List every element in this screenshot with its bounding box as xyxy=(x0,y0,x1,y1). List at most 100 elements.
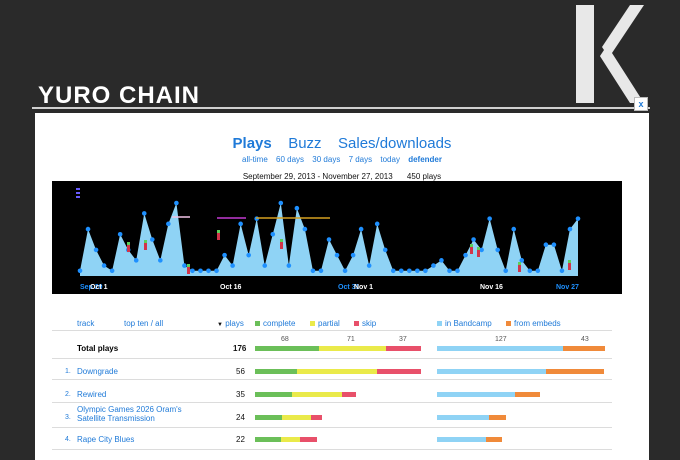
data-point[interactable] xyxy=(342,268,348,274)
row-4-complete-bar xyxy=(255,437,281,442)
header-top-ten-link[interactable]: top ten xyxy=(124,319,149,328)
total-bandcamp-bar xyxy=(437,346,563,351)
data-point[interactable] xyxy=(302,226,308,232)
data-point[interactable] xyxy=(535,268,541,274)
data-point[interactable] xyxy=(149,237,155,242)
data-point[interactable] xyxy=(423,268,428,274)
data-point[interactable] xyxy=(214,268,219,274)
header-complete[interactable]: complete xyxy=(255,319,295,328)
header-embeds[interactable]: from embeds xyxy=(506,319,561,328)
data-point[interactable] xyxy=(471,237,476,242)
header-all-link[interactable]: all xyxy=(155,319,164,328)
data-point[interactable] xyxy=(318,268,324,274)
data-point[interactable] xyxy=(463,252,468,258)
data-point[interactable] xyxy=(455,268,460,274)
data-point[interactable] xyxy=(278,200,284,206)
event-figure-icon xyxy=(518,265,521,272)
row-4-track-link[interactable]: Rape City Blues xyxy=(77,435,135,444)
data-point[interactable] xyxy=(543,242,549,248)
row-4-bandcamp-bar xyxy=(437,437,486,442)
data-point[interactable] xyxy=(358,226,364,232)
row-3-track-link-line-1[interactable]: Olympic Games 2026 Oram's xyxy=(77,405,182,414)
embeds-swatch xyxy=(506,321,511,327)
data-point[interactable] xyxy=(551,242,557,248)
data-point[interactable] xyxy=(101,263,107,268)
header-plays[interactable]: ▼ plays xyxy=(217,319,244,328)
header-skip[interactable]: skip xyxy=(354,319,376,328)
data-point[interactable] xyxy=(294,205,300,211)
data-point[interactable] xyxy=(133,258,139,263)
data-point[interactable] xyxy=(439,258,444,263)
data-point[interactable] xyxy=(511,226,517,232)
data-point[interactable] xyxy=(117,231,123,237)
data-point[interactable] xyxy=(575,216,581,221)
close-button[interactable]: x xyxy=(634,97,648,111)
total-bandcamp-count: 127 xyxy=(495,336,507,343)
data-point[interactable] xyxy=(390,268,396,274)
data-point[interactable] xyxy=(487,216,492,221)
data-point[interactable] xyxy=(286,263,292,268)
data-point[interactable] xyxy=(374,221,380,227)
complete-swatch xyxy=(255,321,260,327)
data-point[interactable] xyxy=(407,268,412,274)
data-point[interactable] xyxy=(495,247,500,253)
data-point[interactable] xyxy=(158,258,163,263)
header-bandcamp[interactable]: in Bandcamp xyxy=(437,319,492,328)
data-point[interactable] xyxy=(246,252,251,258)
tab-plays[interactable]: Plays xyxy=(232,135,272,152)
data-point[interactable] xyxy=(567,226,573,232)
data-point[interactable] xyxy=(85,226,91,232)
data-point[interactable] xyxy=(109,268,115,274)
data-point[interactable] xyxy=(182,263,187,268)
row-1-track-link[interactable]: Downgrade xyxy=(77,367,118,376)
data-point[interactable] xyxy=(270,231,276,237)
row-2-track-link[interactable]: Rewired xyxy=(77,390,107,399)
tab-sales-downloads[interactable]: Sales/downloads xyxy=(338,135,452,152)
row-1-embeds-bar xyxy=(546,369,604,374)
row-2-embeds-bar xyxy=(515,392,540,397)
data-point[interactable] xyxy=(93,247,99,253)
data-point[interactable] xyxy=(174,200,179,206)
row-3-track-link-line-2[interactable]: Satellite Transmission xyxy=(77,414,155,423)
data-point[interactable] xyxy=(415,268,420,274)
x-tick-label: Oct 1 xyxy=(90,284,108,291)
header-partial[interactable]: partial xyxy=(310,319,340,328)
total-label: Total plays xyxy=(77,344,119,353)
data-point[interactable] xyxy=(350,252,356,258)
data-point[interactable] xyxy=(366,263,372,268)
data-point[interactable] xyxy=(190,268,195,274)
data-point[interactable] xyxy=(527,268,533,274)
data-point[interactable] xyxy=(206,268,211,274)
data-point[interactable] xyxy=(503,268,509,274)
data-point[interactable] xyxy=(198,268,203,274)
data-point[interactable] xyxy=(166,221,171,227)
range-30-days[interactable]: 30 days xyxy=(312,155,341,164)
data-point[interactable] xyxy=(141,211,147,216)
range-defender[interactable]: defender xyxy=(408,155,442,164)
event-figure-icon xyxy=(187,267,190,274)
data-point[interactable] xyxy=(431,263,436,268)
range-all-time[interactable]: all-time xyxy=(242,155,268,164)
data-point[interactable] xyxy=(310,268,316,274)
data-point[interactable] xyxy=(519,258,525,263)
range-7-days[interactable]: 7 days xyxy=(348,155,373,164)
data-point[interactable] xyxy=(262,263,268,268)
data-point[interactable] xyxy=(398,268,404,274)
data-point[interactable] xyxy=(326,237,332,242)
data-point[interactable] xyxy=(382,247,388,253)
data-point[interactable] xyxy=(77,268,83,274)
data-point[interactable] xyxy=(447,268,452,274)
header-complete-label: complete xyxy=(263,319,296,328)
range-60-days[interactable]: 60 days xyxy=(276,155,305,164)
range-today[interactable]: today xyxy=(380,155,400,164)
header-track[interactable]: track xyxy=(77,319,95,328)
data-point[interactable] xyxy=(222,252,227,258)
data-point[interactable] xyxy=(334,252,340,258)
data-point[interactable] xyxy=(559,268,565,274)
data-point[interactable] xyxy=(479,247,484,253)
row-4-plays: 22 xyxy=(236,435,245,444)
data-point[interactable] xyxy=(238,221,243,227)
data-point[interactable] xyxy=(230,263,235,268)
tab-buzz[interactable]: Buzz xyxy=(288,135,322,152)
